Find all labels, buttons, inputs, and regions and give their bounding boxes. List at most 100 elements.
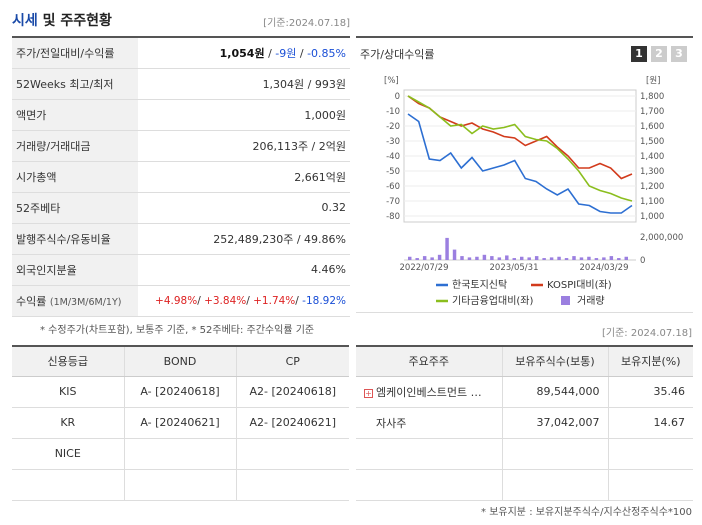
price-row: 주가/전일대비/수익률 1,054원 / -9원 / -0.85% bbox=[12, 37, 350, 69]
table-row bbox=[356, 469, 693, 501]
volume-bar bbox=[534, 256, 539, 260]
right-tick-label: 1,700 bbox=[640, 107, 664, 117]
volume-bar bbox=[557, 256, 561, 260]
left-tick-label: -60 bbox=[386, 182, 400, 192]
series-line-0 bbox=[407, 113, 633, 214]
credit-header-cp: CP bbox=[236, 346, 349, 377]
holder-name: 엠케이인베스트먼트 … bbox=[376, 385, 482, 399]
volume-bar bbox=[490, 256, 494, 260]
left-tick-label: -50 bbox=[386, 167, 400, 177]
left-tick-label: -70 bbox=[386, 197, 400, 207]
volume-max-label: 2,000,000 bbox=[640, 233, 683, 243]
par-label: 액면가 bbox=[12, 99, 138, 131]
price-change: -9원 bbox=[275, 46, 297, 60]
table-row: 자사주 37,042,007 14.67 bbox=[356, 407, 693, 439]
shares-label: 발행주식수/유동비율 bbox=[12, 223, 138, 255]
beta-label: 52주베타 bbox=[12, 192, 138, 224]
volume-bar bbox=[564, 258, 569, 260]
mcap-value: 2,661억원 bbox=[138, 161, 350, 193]
right-tick-label: 1,800 bbox=[640, 92, 664, 102]
price-label: 주가/전일대비/수익률 bbox=[12, 37, 138, 69]
volume-bar bbox=[482, 254, 487, 260]
left-tick-label: -10 bbox=[386, 107, 400, 117]
table-row: + 엠케이인베스트먼트 … 89,544,000 35.46 bbox=[356, 376, 693, 408]
volume-bar bbox=[542, 258, 546, 260]
series-line-2 bbox=[407, 95, 633, 202]
foreign-label: 외국인지분율 bbox=[12, 254, 138, 286]
return-values: +4.98%/ +3.84%/ +1.74%/ -18.92% bbox=[138, 285, 350, 317]
foreign-value: 4.46% bbox=[138, 254, 350, 286]
expand-icon[interactable]: + bbox=[364, 388, 373, 398]
legend-swatch bbox=[561, 296, 570, 305]
legend-label-2: 기타금융업대비(좌) bbox=[452, 294, 534, 307]
legend-label-3: 거래량 bbox=[577, 295, 605, 307]
table-row: KR A- [20240621] A2- [20240621] bbox=[12, 407, 349, 439]
x-tick-label: 2024/03/29 bbox=[580, 263, 629, 273]
shareholders-table: 주요주주 보유주식수(보통) 보유지분(%) + 엠케이인베스트먼트 … 89,544,… bbox=[356, 345, 693, 501]
base-date: [기준:2024.07.18] bbox=[263, 18, 350, 29]
stock-chart: [%] [원] 0 -10 -20 -30 -40 -50 -60 -70 -80 1,800 1,70… bbox=[384, 76, 683, 307]
holders-header-name: 주요주주 bbox=[356, 346, 503, 377]
return-label: 수익률 bbox=[16, 294, 47, 308]
legend-label-1: KOSPI대비(좌) bbox=[547, 279, 612, 291]
volume-bar bbox=[624, 256, 628, 260]
right-tick-label: 1,200 bbox=[640, 182, 664, 192]
volume-bar bbox=[497, 257, 502, 260]
left-tick-label: -80 bbox=[386, 212, 400, 222]
left-tick-label: 0 bbox=[395, 92, 400, 102]
chart-note: * 수정주가(차트포함), 보통주 기준, * 52주베타: 주간수익률 기준 bbox=[40, 325, 315, 336]
footnote: * 보유지분 : 보유지분주식수/지수산정주식수*100 bbox=[481, 507, 692, 518]
volume-bar bbox=[415, 258, 419, 260]
holders-header-shares: 보유주식수(보통) bbox=[502, 346, 609, 377]
x-tick-label: 2022/07/29 bbox=[400, 263, 449, 273]
right-tick-label: 1,300 bbox=[640, 167, 664, 177]
legend-label-0: 한국토지신탁 bbox=[452, 279, 507, 291]
left-axis-unit: [%] bbox=[384, 76, 399, 86]
week52-value: 1,304원 / 993원 bbox=[138, 68, 350, 100]
chart-page-3-button[interactable]: 3 bbox=[671, 46, 687, 62]
volume-zero-label: 0 bbox=[640, 256, 645, 266]
volume-bar bbox=[527, 257, 531, 260]
shares-value: 252,489,230주 / 49.86% bbox=[138, 223, 350, 255]
right-tick-label: 1,400 bbox=[640, 152, 664, 162]
credit-header-bond: BOND bbox=[124, 346, 237, 377]
volume-bar bbox=[549, 257, 554, 260]
week52-label: 52Weeks 최고/최저 bbox=[12, 68, 138, 100]
volume-bar bbox=[520, 256, 524, 260]
par-value: 1,000원 bbox=[138, 99, 350, 131]
volume-label: 거래량/거래대금 bbox=[12, 130, 138, 162]
table-row: NICE bbox=[12, 438, 349, 470]
table-row: KIS A- [20240618] A2- [20240618] bbox=[12, 376, 349, 408]
volume-bar bbox=[475, 256, 479, 260]
price-change-pct: -0.85% bbox=[307, 46, 346, 60]
holders-header-pct: 보유지분(%) bbox=[608, 346, 693, 377]
volume-bar bbox=[579, 257, 584, 260]
volume-bar bbox=[430, 257, 434, 260]
right-axis-unit: [원] bbox=[646, 76, 660, 86]
volume-bar bbox=[572, 256, 576, 260]
volume-bar bbox=[445, 237, 449, 260]
mcap-label: 시가총액 bbox=[12, 161, 138, 193]
volume-bar bbox=[609, 256, 614, 260]
volume-bar bbox=[460, 256, 464, 260]
volume-bar bbox=[505, 255, 509, 260]
volume-value: 206,113주 / 2억원 bbox=[138, 130, 350, 162]
volume-bar bbox=[452, 249, 457, 260]
return-period: (1M/3M/6M/1Y) bbox=[49, 296, 122, 308]
chart-page-2-button[interactable]: 2 bbox=[651, 46, 667, 62]
volume-bar bbox=[617, 258, 621, 260]
chart-page-1-button[interactable]: 1 bbox=[631, 46, 647, 62]
volume-bar bbox=[602, 257, 606, 260]
right-tick-label: 1,000 bbox=[640, 212, 664, 222]
right-tick-label: 1,100 bbox=[640, 197, 664, 207]
credit-header-agency: 신용등급 bbox=[12, 346, 125, 377]
left-tick-label: -30 bbox=[386, 137, 400, 147]
volume-bar bbox=[408, 256, 412, 260]
credit-rating-table: 신용등급 BOND CP KIS A- [20240618] A2- [20240618… bbox=[12, 345, 349, 501]
right-tick-label: 1,500 bbox=[640, 137, 664, 147]
holder-name: 자사주 bbox=[356, 407, 503, 439]
price-value: 1,054원 bbox=[219, 46, 265, 60]
left-tick-label: -20 bbox=[386, 122, 400, 132]
